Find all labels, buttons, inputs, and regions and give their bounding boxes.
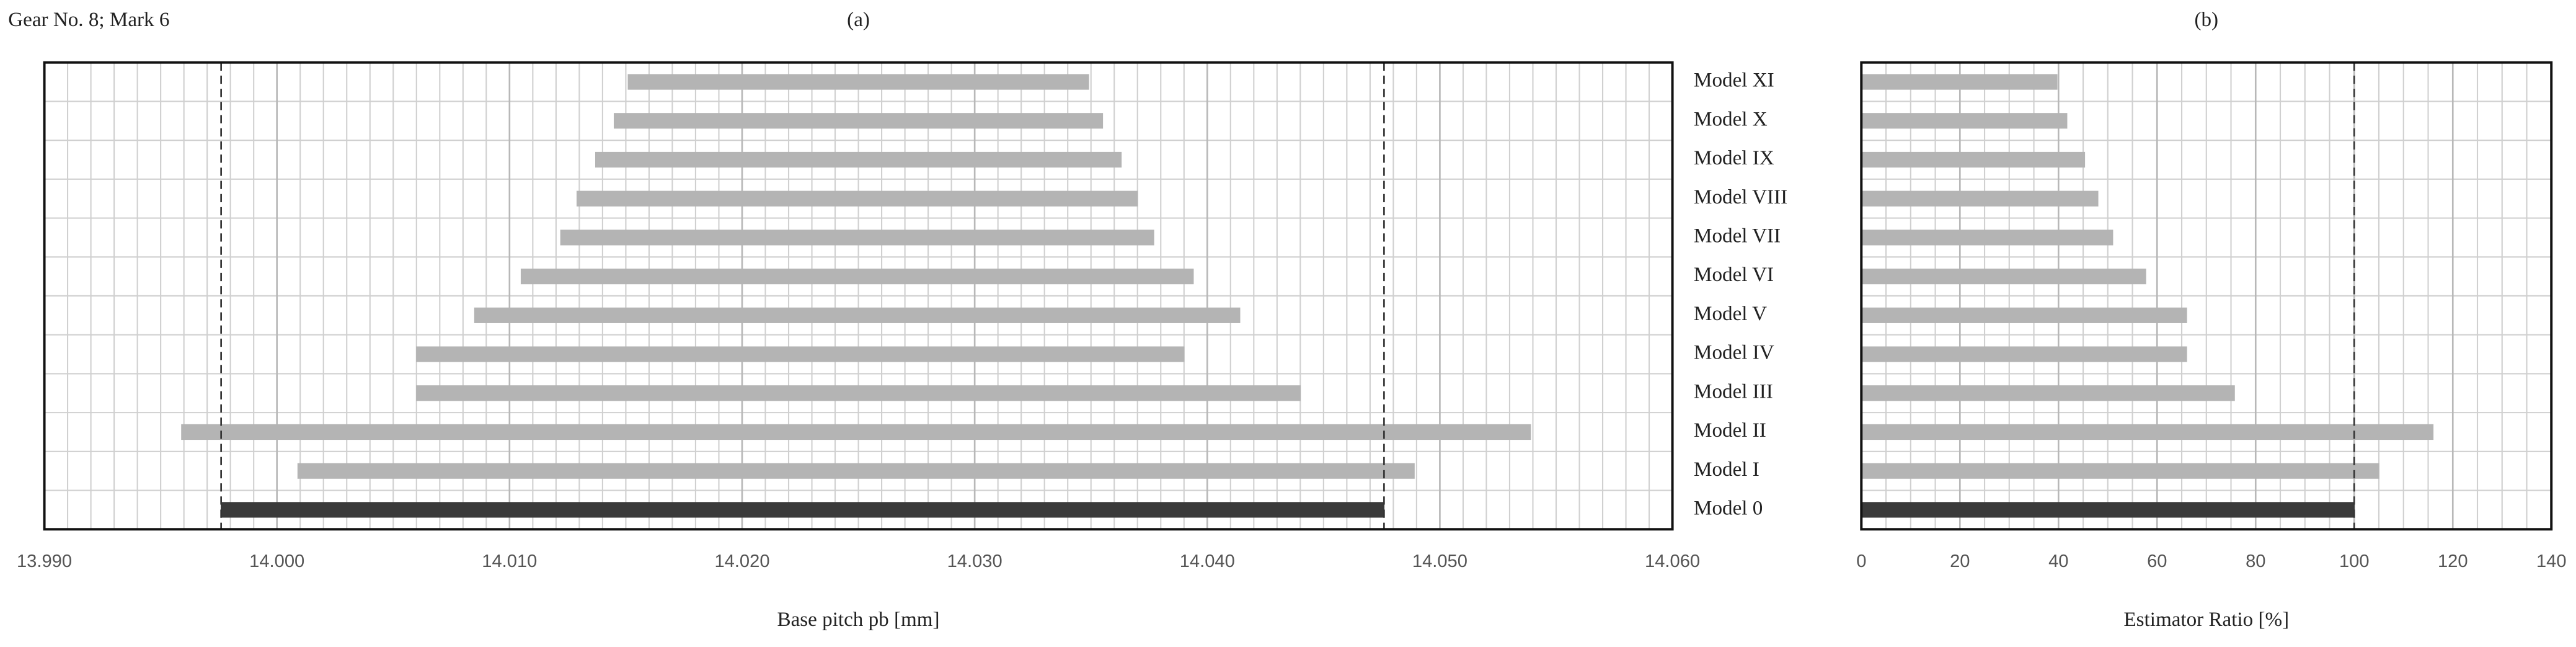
bar	[1861, 113, 2068, 129]
panel-label: (b)	[2194, 8, 2218, 31]
range-bar	[297, 463, 1415, 479]
range-bar	[560, 230, 1154, 246]
range-bar	[474, 307, 1241, 323]
y-tick-label: Model III	[1694, 380, 1773, 403]
x-tick-label: 14.010	[482, 551, 537, 571]
range-bar	[416, 385, 1301, 401]
x-tick-label: 14.030	[947, 551, 1003, 571]
x-tick-label: 20	[1950, 551, 1970, 571]
range-bar	[520, 269, 1194, 285]
y-tick-label: Model IV	[1694, 341, 1774, 364]
range-bar	[416, 346, 1185, 362]
x-tick-label: 40	[2048, 551, 2068, 571]
bar	[1861, 230, 2113, 246]
x-tick-label: 100	[2339, 551, 2370, 571]
y-tick-label: Model VII	[1694, 225, 1781, 248]
y-tick-label: Model 0	[1694, 497, 1763, 520]
range-bar	[595, 151, 1122, 168]
y-tick-label: Model IX	[1694, 146, 1774, 169]
y-tick-label: Model XI	[1694, 69, 1774, 92]
x-tick-label: 14.050	[1412, 551, 1467, 571]
y-tick-label: Model I	[1694, 458, 1759, 481]
bar	[1861, 424, 2434, 440]
bar	[1861, 190, 2099, 207]
x-tick-label: 0	[1856, 551, 1866, 571]
x-tick-label: 140	[2536, 551, 2567, 571]
bar	[1861, 463, 2379, 479]
bar	[1861, 307, 2187, 323]
x-tick-label: 14.060	[1645, 551, 1700, 571]
x-axis-label: Base pitch pb [mm]	[777, 608, 940, 631]
range-bar	[576, 190, 1138, 207]
bar	[1861, 502, 2355, 518]
bar	[1861, 74, 2058, 90]
y-tick-label: Model V	[1694, 302, 1767, 325]
bar	[1861, 346, 2187, 362]
y-tick-label: Model X	[1694, 107, 1768, 130]
x-tick-label: 14.020	[714, 551, 769, 571]
figure-title: Gear No. 8; Mark 6	[8, 8, 169, 31]
bar	[1861, 269, 2146, 285]
x-tick-label: 120	[2438, 551, 2468, 571]
plot-frame	[43, 61, 1674, 531]
panel-label: (a)	[847, 8, 870, 31]
x-tick-label: 14.040	[1180, 551, 1235, 571]
range-bar	[627, 74, 1089, 90]
x-tick-label: 13.990	[17, 551, 72, 571]
range-bar	[220, 502, 1385, 518]
x-tick-label: 14.000	[249, 551, 304, 571]
range-bar	[181, 424, 1531, 440]
y-tick-label: Model II	[1694, 419, 1766, 442]
bar	[1861, 385, 2235, 401]
bar	[1861, 151, 2086, 168]
y-tick-label: Model VIII	[1694, 185, 1787, 208]
x-tick-label: 80	[2246, 551, 2265, 571]
x-tick-label: 60	[2147, 551, 2167, 571]
x-axis-label: Estimator Ratio [%]	[2123, 608, 2289, 631]
y-tick-label: Model VI	[1694, 263, 1774, 286]
range-bar	[613, 113, 1104, 129]
plot-frame	[1860, 61, 2553, 531]
